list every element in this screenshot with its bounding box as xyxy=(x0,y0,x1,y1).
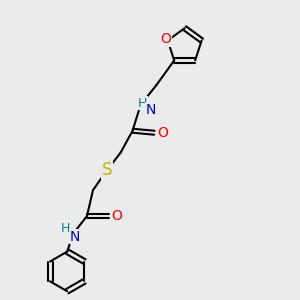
Text: S: S xyxy=(102,161,112,179)
Text: H: H xyxy=(138,97,147,110)
Text: O: O xyxy=(157,126,168,140)
Text: N: N xyxy=(145,103,156,117)
Text: N: N xyxy=(70,230,80,244)
Text: H: H xyxy=(61,222,70,235)
Text: O: O xyxy=(111,209,122,223)
Text: O: O xyxy=(160,32,171,46)
